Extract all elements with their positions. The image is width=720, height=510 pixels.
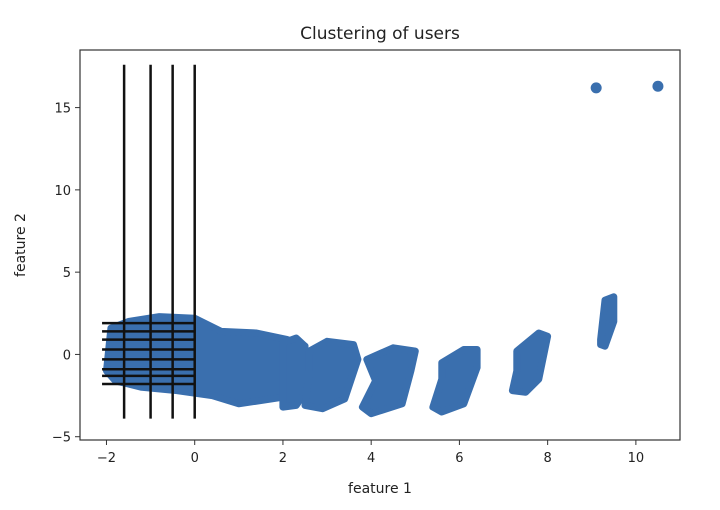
x-tick-label: 4 <box>367 451 375 466</box>
scatter-outliers <box>590 80 664 94</box>
scatter-cluster-cluster-7 <box>597 293 618 350</box>
y-tick-label: 0 <box>63 348 71 363</box>
horizontal-grid-lines <box>102 321 195 386</box>
y-tick-label: −5 <box>52 431 71 446</box>
x-tick-label: 8 <box>544 451 552 466</box>
scatter-cluster-cluster-5 <box>429 346 481 416</box>
x-tick-label: 10 <box>628 451 645 466</box>
y-tick-label: 10 <box>54 184 71 199</box>
y-tick-label: 5 <box>63 266 71 281</box>
x-tick-label: 0 <box>191 451 199 466</box>
chart-title: Clustering of users <box>300 24 460 44</box>
y-axis-label: feature 2 <box>13 213 29 277</box>
y-tick-label: 15 <box>54 102 71 117</box>
y-axis-ticks: −5 0 5 10 15 <box>52 102 80 446</box>
x-axis-ticks: −2 0 2 4 6 8 10 <box>97 440 644 466</box>
scatter-cluster-cluster-3 <box>301 337 362 413</box>
x-tick-label: 2 <box>279 451 287 466</box>
x-axis-label: feature 1 <box>348 481 412 497</box>
scatter-cluster-cluster-4 <box>358 344 419 418</box>
plot-area <box>79 49 681 441</box>
scatter-cluster-cluster-2 <box>279 334 309 411</box>
scatter-point <box>652 80 664 92</box>
x-tick-label: 6 <box>455 451 463 466</box>
x-tick-label: −2 <box>97 451 116 466</box>
scatter-point <box>590 82 602 94</box>
scatter-cluster-cluster-6 <box>508 329 552 396</box>
axes-frame <box>79 49 681 441</box>
